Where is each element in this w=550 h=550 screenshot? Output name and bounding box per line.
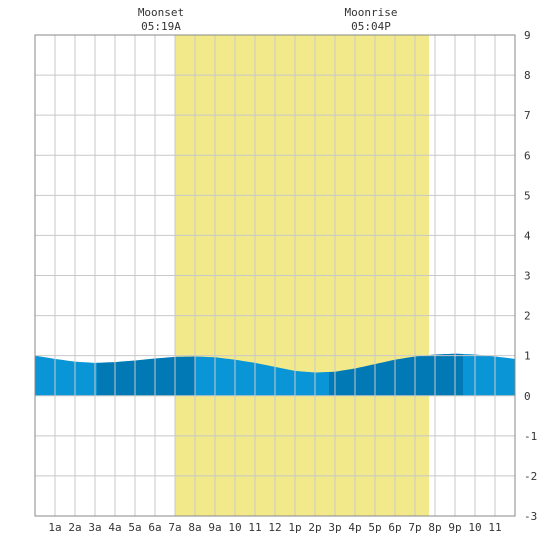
x-tick-label: 6p <box>388 521 401 534</box>
y-tick-label: 3 <box>524 270 531 283</box>
x-tick-label: 4a <box>108 521 121 534</box>
x-tick-label: 9a <box>208 521 221 534</box>
y-tick-label: -3 <box>524 510 537 523</box>
y-tick-label: 8 <box>524 69 531 82</box>
y-tick-label: 1 <box>524 350 531 363</box>
x-tick-label: 3a <box>88 521 101 534</box>
x-tick-label: 3p <box>328 521 341 534</box>
tide-band <box>329 353 463 396</box>
tide-band <box>97 356 195 396</box>
moon-event-label: Moonset <box>138 6 184 19</box>
x-tick-label: 2p <box>308 521 321 534</box>
plot-frame <box>34 34 516 517</box>
y-tick-label: 0 <box>524 390 531 403</box>
x-tick-label: 7a <box>168 521 181 534</box>
y-tick-label: 5 <box>524 189 531 202</box>
x-tick-label: 5a <box>128 521 141 534</box>
x-tick-label: 11 <box>488 521 501 534</box>
x-tick-label: 1a <box>48 521 61 534</box>
x-tick-label: 8p <box>428 521 441 534</box>
tide-band <box>35 355 97 396</box>
x-tick-label: 8a <box>188 521 201 534</box>
y-tick-label: 2 <box>524 310 531 323</box>
y-tick-label: 4 <box>524 229 531 242</box>
y-tick-label: 6 <box>524 149 531 162</box>
x-tick-label: 7p <box>408 521 421 534</box>
x-tick-label: 4p <box>348 521 361 534</box>
y-tick-label: 9 <box>524 29 531 42</box>
x-tick-label: 1p <box>288 521 301 534</box>
y-tick-label: 7 <box>524 109 531 122</box>
x-tick-label: 10 <box>228 521 241 534</box>
tide-band <box>463 353 515 396</box>
x-tick-label: 12 <box>268 521 281 534</box>
moon-event-time: 05:19A <box>141 20 181 33</box>
x-tick-label: 5p <box>368 521 381 534</box>
y-tick-label: -1 <box>524 430 537 443</box>
x-tick-label: 10 <box>468 521 481 534</box>
x-tick-label: 2a <box>68 521 81 534</box>
x-tick-label: 11 <box>248 521 261 534</box>
moon-event-label: Moonrise <box>345 6 398 19</box>
y-tick-label: -2 <box>524 470 537 483</box>
x-tick-label: 6a <box>148 521 161 534</box>
moon-event-time: 05:04P <box>351 20 391 33</box>
x-tick-label: 9p <box>448 521 461 534</box>
